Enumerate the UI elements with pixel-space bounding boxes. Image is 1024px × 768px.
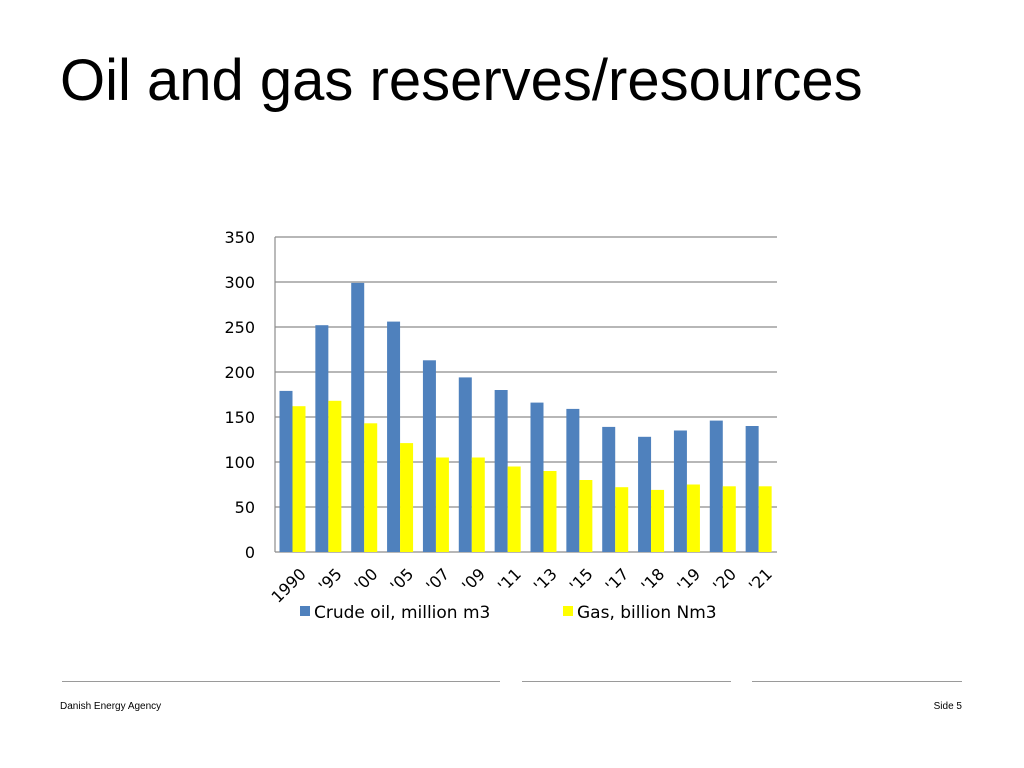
oil-bar bbox=[638, 436, 652, 552]
gas-bar bbox=[651, 489, 665, 552]
gas-bar bbox=[543, 471, 557, 552]
x-tick-label: '11 bbox=[494, 564, 525, 595]
gas-bar bbox=[507, 466, 521, 552]
oil-bar bbox=[422, 360, 436, 552]
legend-label-gas: Gas, billion Nm3 bbox=[577, 603, 717, 623]
gas-bar bbox=[615, 487, 629, 552]
legend-swatch-oil bbox=[300, 606, 310, 616]
x-tick-label: '13 bbox=[530, 564, 561, 595]
y-tick-label: 300 bbox=[224, 273, 255, 292]
gas-bar bbox=[471, 457, 485, 552]
gas-bar bbox=[292, 406, 306, 552]
legend-label-oil: Crude oil, million m3 bbox=[314, 603, 490, 623]
x-tick-label: '05 bbox=[386, 564, 417, 595]
legend: Crude oil, million m3 Gas, billion Nm3 bbox=[300, 603, 717, 623]
footer-divider-middle bbox=[522, 681, 731, 682]
x-tick-label: '17 bbox=[602, 564, 633, 595]
x-axis-labels: 1990'95'00'05'07'09'11'13'15'17'18'19'20… bbox=[268, 564, 776, 606]
x-tick-label: '00 bbox=[351, 564, 382, 595]
gas-bar bbox=[722, 486, 736, 552]
x-tick-label: '15 bbox=[566, 564, 597, 595]
footer-organization: Danish Energy Agency bbox=[60, 701, 162, 712]
slide-title: Oil and gas reserves/resources bbox=[60, 48, 863, 113]
y-tick-label: 150 bbox=[224, 408, 255, 427]
footer-page-number: Side 5 bbox=[933, 701, 962, 712]
oil-bar bbox=[745, 426, 759, 552]
y-tick-label: 350 bbox=[224, 228, 255, 247]
gas-bar bbox=[579, 480, 593, 552]
x-tick-label: '18 bbox=[637, 564, 668, 595]
y-tick-label: 50 bbox=[235, 498, 255, 517]
y-tick-label: 0 bbox=[245, 543, 255, 562]
x-tick-label: '21 bbox=[745, 564, 776, 595]
x-tick-label: '20 bbox=[709, 564, 740, 595]
oil-bar bbox=[602, 426, 616, 552]
grid-lines bbox=[275, 236, 777, 553]
x-tick-label: '95 bbox=[315, 564, 346, 595]
y-axis: 0 50 100 150 200 250 300 350 bbox=[224, 228, 276, 562]
oil-bar bbox=[315, 325, 329, 552]
y-tick-label: 250 bbox=[224, 318, 255, 337]
legend-swatch-gas bbox=[563, 606, 573, 616]
oil-bar bbox=[351, 282, 365, 552]
oil-bar bbox=[709, 420, 723, 552]
oil-bar bbox=[566, 408, 580, 552]
oil-bar bbox=[387, 321, 401, 552]
gas-bar bbox=[364, 423, 378, 552]
gas-bar bbox=[686, 484, 700, 552]
x-tick-label: '07 bbox=[422, 564, 453, 595]
oil-bar bbox=[530, 402, 544, 552]
x-tick-label: 1990 bbox=[268, 564, 310, 606]
footer-divider-right bbox=[752, 681, 962, 682]
oil-bar bbox=[458, 377, 472, 552]
oil-bar bbox=[494, 390, 508, 552]
gas-bar bbox=[328, 400, 342, 552]
gas-bar bbox=[758, 486, 772, 552]
oil-bar bbox=[279, 390, 293, 552]
bars bbox=[279, 282, 772, 552]
gas-bar bbox=[400, 443, 414, 552]
x-tick-label: '09 bbox=[458, 564, 489, 595]
y-tick-label: 200 bbox=[224, 363, 255, 382]
oil-bar bbox=[673, 430, 687, 552]
gas-bar bbox=[435, 457, 449, 552]
x-tick-label: '19 bbox=[673, 564, 704, 595]
y-tick-label: 100 bbox=[224, 453, 255, 472]
footer-divider-left bbox=[62, 681, 500, 682]
